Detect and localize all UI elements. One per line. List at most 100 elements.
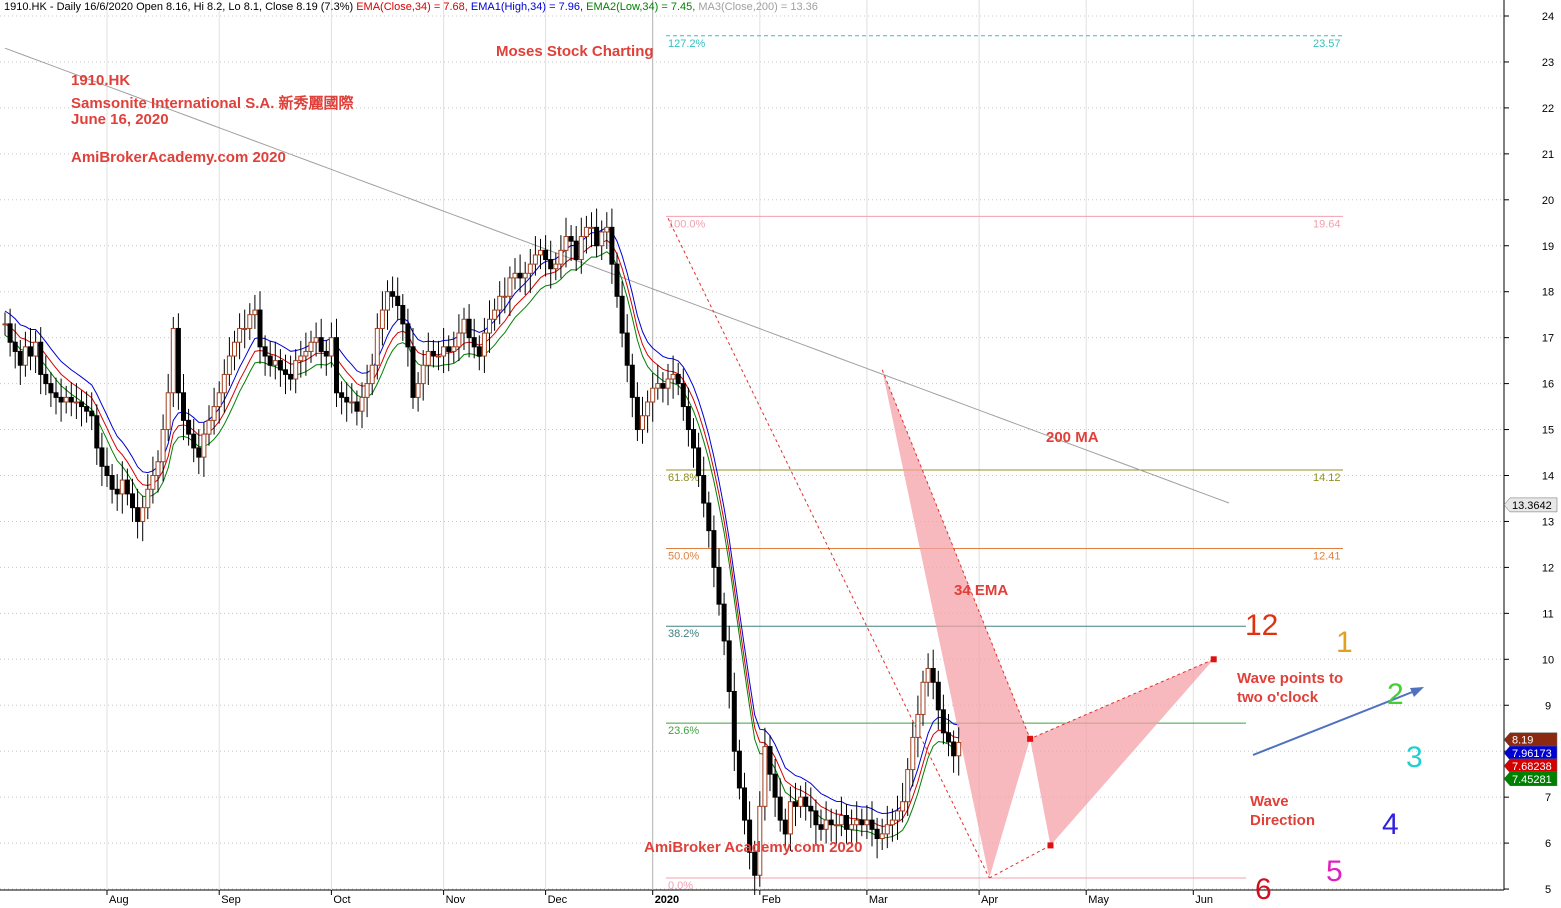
candle-body — [691, 429, 696, 449]
candle-body — [517, 272, 523, 279]
candle-body — [721, 603, 727, 642]
candle-body — [594, 226, 600, 247]
candle-body — [624, 332, 630, 366]
candle-body — [232, 341, 237, 357]
candle-body — [629, 364, 635, 398]
candle-body — [782, 819, 788, 835]
candle-body — [221, 373, 227, 394]
candle-body — [364, 383, 370, 398]
ema-close-line — [4, 239, 959, 827]
candle-body — [905, 769, 911, 803]
candle-body — [502, 295, 508, 298]
header-ma200: MA3(Close,200) = 13.36 — [698, 1, 818, 13]
candle-body — [68, 396, 74, 403]
x-tick-label: Aug — [109, 894, 129, 906]
candle-body — [186, 419, 192, 435]
fib-value-label: 23.57 — [1313, 38, 1341, 50]
company-label: Samsonite International S.A. 新秀麗國際 — [71, 95, 354, 112]
candle-body — [441, 346, 447, 357]
fib-percent-label: 100.0% — [668, 218, 706, 230]
candle-body — [716, 566, 722, 605]
candle-body — [175, 327, 181, 394]
candle-body — [787, 801, 793, 835]
candle-body — [395, 295, 401, 306]
candle-body — [583, 226, 589, 238]
candle-body — [757, 805, 763, 876]
candle-body — [226, 355, 232, 375]
wave-points-label-2: two o'clock — [1237, 689, 1319, 706]
candle-body — [711, 530, 717, 568]
candle-body — [956, 741, 962, 757]
candle-body — [155, 461, 161, 476]
close-value-box-text: 8.19 — [1512, 735, 1533, 747]
candle-body — [349, 401, 355, 404]
candle-body — [471, 337, 477, 348]
candle-body — [747, 819, 753, 853]
candle-body — [920, 681, 926, 715]
candle-body — [640, 415, 645, 431]
candle-body — [272, 360, 278, 366]
x-tick-label: Apr — [981, 894, 998, 906]
x-tick-label: Sep — [221, 894, 241, 906]
candle-body — [201, 433, 207, 458]
candle-body — [140, 507, 146, 522]
fib-value-label: 19.64 — [1313, 218, 1341, 230]
candle-body — [359, 396, 365, 412]
candle-body — [650, 387, 656, 403]
candle-body — [247, 314, 253, 329]
candle-body — [451, 346, 457, 352]
candle-body — [685, 406, 691, 431]
candle-body — [808, 805, 814, 812]
candle-body — [925, 667, 931, 683]
harmonic-bd-line — [989, 844, 1051, 879]
y-tick-label: 16 — [1542, 379, 1554, 391]
candle-body — [446, 346, 452, 352]
candle-body — [849, 824, 855, 830]
candle-body — [313, 337, 319, 343]
y-tick-label: 24 — [1542, 11, 1554, 23]
candle-body — [262, 346, 268, 357]
candle-body — [385, 291, 390, 311]
ema-high-value-box-text: 7.96173 — [1512, 748, 1552, 760]
header-ema-close: EMA(Close,34) = 7.68, — [356, 1, 468, 13]
y-tick-label: 10 — [1542, 654, 1554, 666]
candle-body — [135, 507, 141, 522]
candle-body — [568, 236, 574, 242]
candle-body — [466, 318, 472, 339]
y-tick-label: 15 — [1542, 425, 1554, 437]
candle-body — [28, 346, 33, 357]
candle-body — [196, 447, 202, 458]
candle-body — [436, 355, 441, 358]
candle-body — [854, 819, 860, 826]
fib-percent-label: 127.2% — [668, 38, 706, 50]
fib-percent-label: 38.2% — [668, 628, 699, 640]
candle-body — [58, 396, 64, 403]
y-tick-label: 7 — [1545, 792, 1551, 804]
candle-body — [767, 746, 773, 775]
candle-body — [160, 429, 166, 463]
candle-body — [344, 396, 350, 403]
y-tick-label: 23 — [1542, 57, 1554, 69]
candle-body — [415, 383, 421, 398]
moses-label: Moses Stock Charting — [496, 43, 654, 60]
candle-body — [563, 236, 569, 251]
candle-body — [334, 337, 339, 394]
candle-body — [522, 272, 528, 279]
candle-body — [599, 231, 605, 247]
site-label-top: AmiBrokerAcademy.com 2020 — [71, 149, 286, 166]
candle-body — [793, 801, 798, 807]
candle-body — [752, 851, 758, 876]
wave-arrow-head — [1410, 687, 1424, 697]
candle-body — [33, 341, 39, 357]
y-tick-label: 11 — [1542, 608, 1553, 620]
candle-body — [844, 815, 849, 830]
harmonic-triangle-1 — [882, 369, 1031, 879]
site-label-bottom: AmiBroker Academy.com 2020 — [644, 839, 863, 856]
date-label: June 16, 2020 — [71, 111, 169, 128]
candle-body — [130, 493, 135, 509]
candle-body — [538, 249, 543, 256]
candle-body — [242, 327, 248, 330]
candle-body — [777, 796, 783, 821]
candle-body — [165, 392, 171, 431]
candle-body — [405, 323, 411, 348]
